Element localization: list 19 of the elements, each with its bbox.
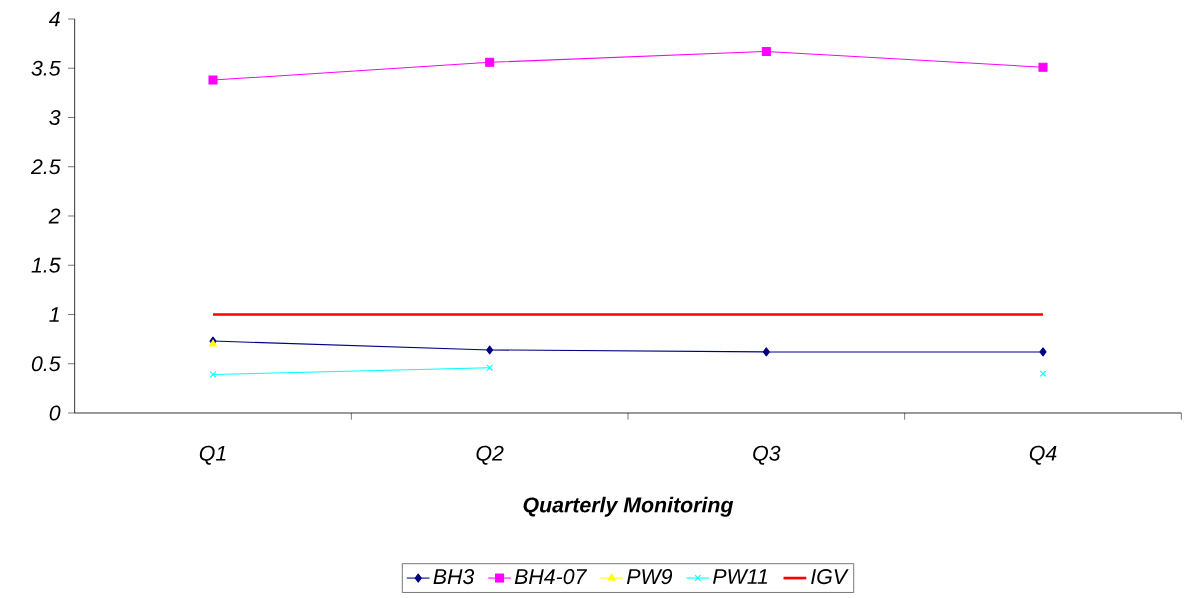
y-tick-label: 2.5 bbox=[30, 159, 61, 175]
x-tick-label: Q3 bbox=[753, 445, 781, 465]
y-tick-label: 3 bbox=[49, 109, 61, 126]
legend-label: PW11 bbox=[712, 569, 768, 584]
y-tick-label: 0.5 bbox=[31, 356, 61, 372]
legend-label: IGV bbox=[811, 569, 849, 585]
y-tick-label: 1.5 bbox=[31, 257, 61, 273]
x-tick-label: Q2 bbox=[476, 445, 504, 465]
x-tick-label: Q4 bbox=[1029, 445, 1057, 465]
legend-label: BH3 bbox=[433, 569, 475, 585]
legend-label: BH4-07 bbox=[514, 569, 588, 585]
legend-label: PW9 bbox=[626, 569, 673, 585]
y-tick-label: 0 bbox=[49, 405, 61, 421]
y-tick-label: 4 bbox=[48, 11, 60, 27]
y-tick-label: 1 bbox=[49, 307, 59, 322]
y-tick-label: 2 bbox=[48, 208, 61, 224]
y-tick-label: 3.5 bbox=[31, 60, 61, 76]
x-axis-title: Quarterly Monitoring bbox=[523, 496, 734, 517]
x-tick-label: Q1 bbox=[199, 445, 226, 465]
